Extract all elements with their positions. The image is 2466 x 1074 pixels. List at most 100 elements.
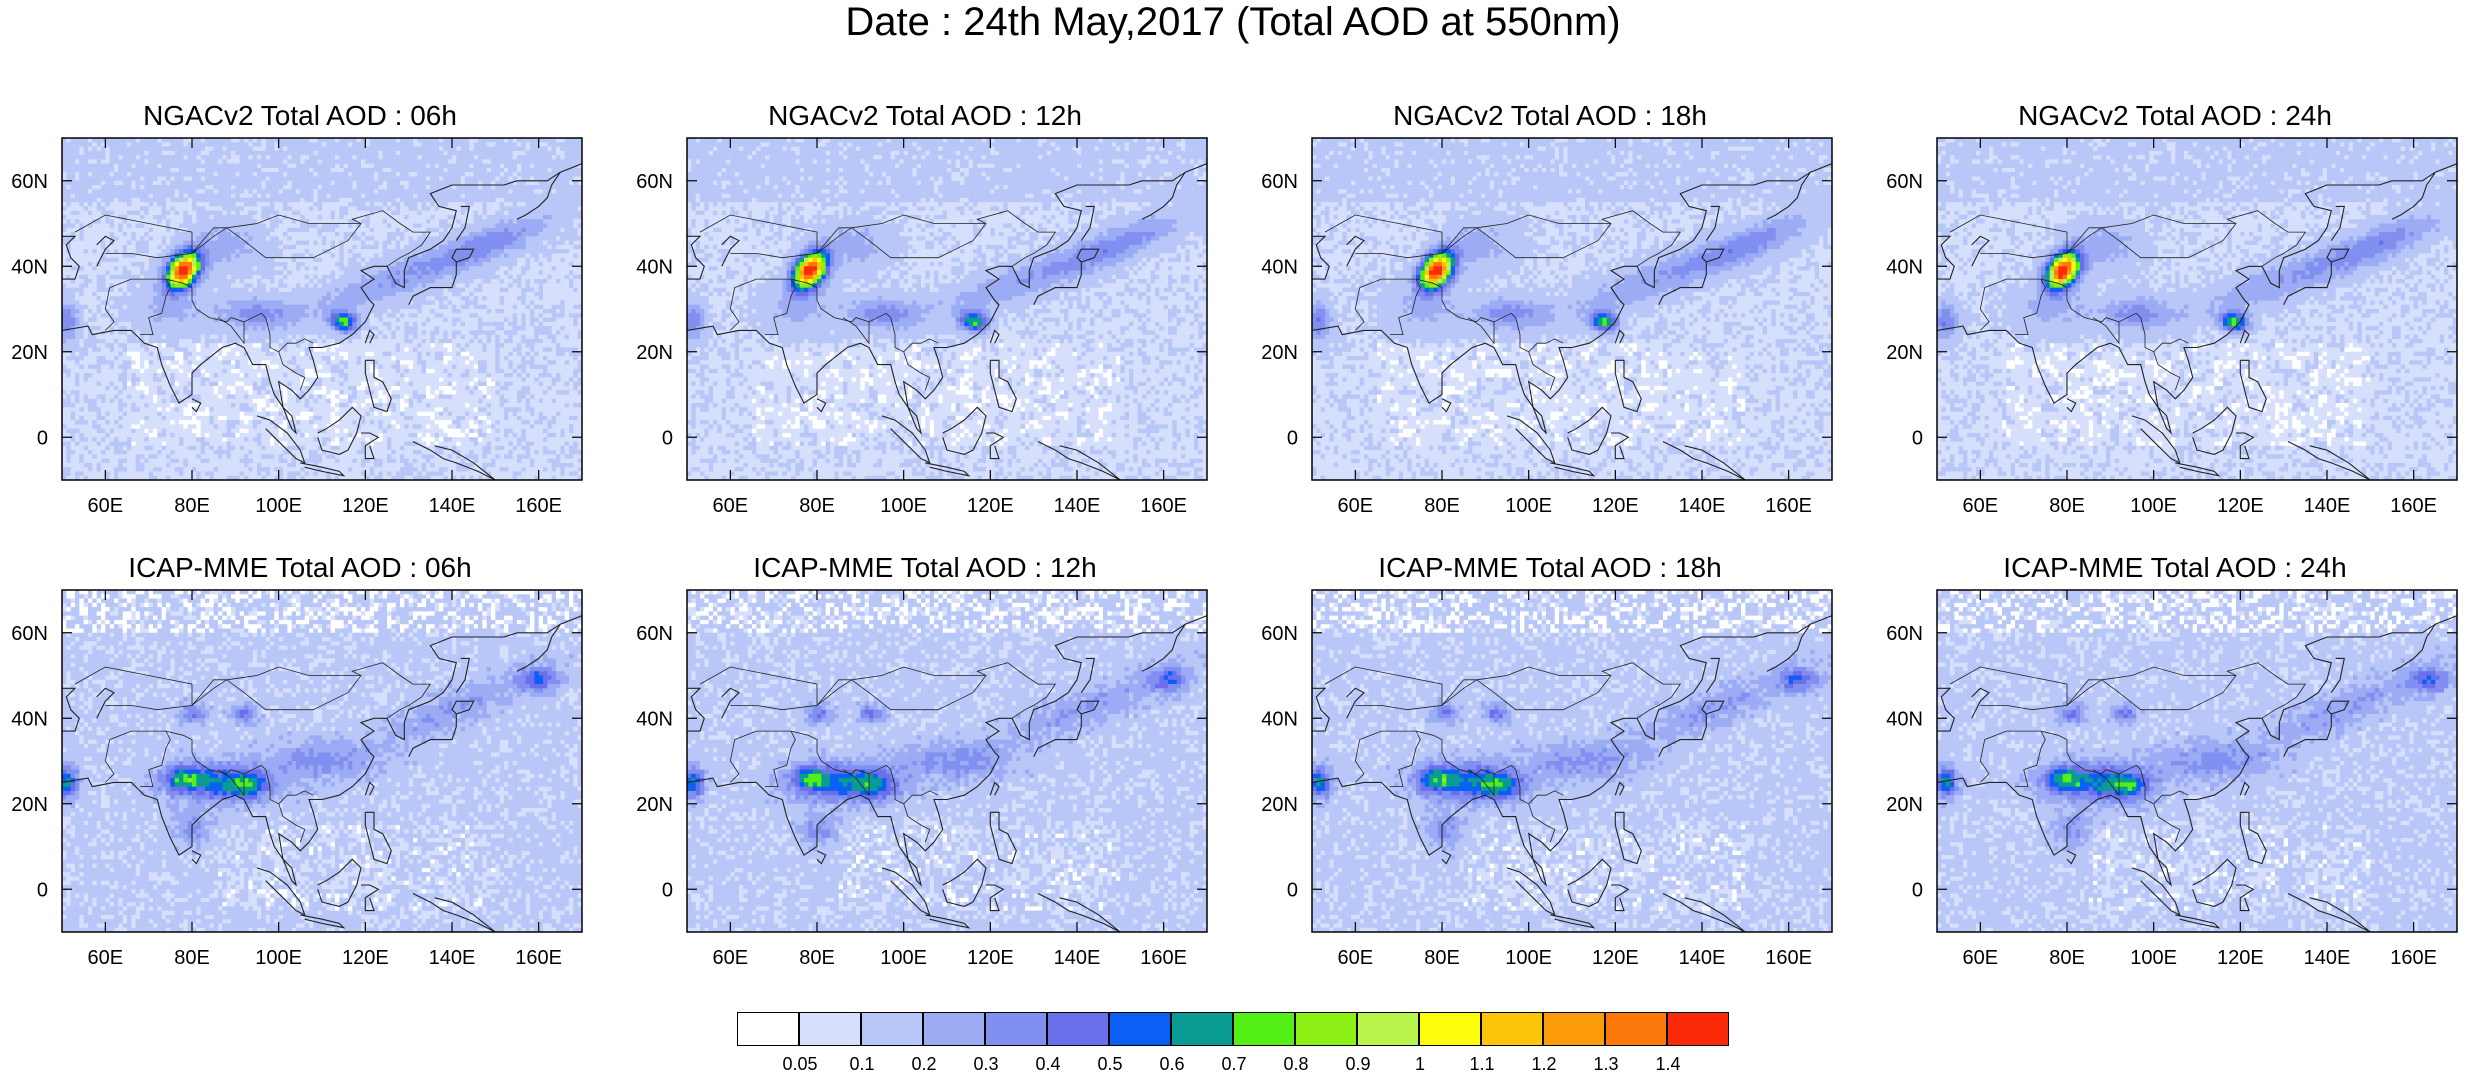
aod-cell-run	[443, 300, 448, 305]
aod-cell-run	[201, 377, 210, 382]
aod-cell-run	[839, 142, 844, 147]
aod-cell-run	[569, 181, 574, 186]
aod-cell-run	[114, 347, 123, 352]
aod-cell-run	[88, 352, 119, 357]
aod-cell-run	[1021, 266, 1043, 271]
aod-cell-run	[383, 202, 388, 207]
aod-cell-run	[826, 198, 831, 203]
aod-cell-run	[339, 292, 396, 297]
aod-cell-run	[930, 215, 935, 220]
aod-cell-run	[556, 245, 574, 250]
aod-cell-run	[547, 386, 552, 391]
aod-cell-run	[722, 172, 735, 177]
aod-cell-run	[873, 215, 882, 220]
aod-cell-run	[969, 206, 974, 211]
aod-cell-run	[383, 459, 388, 464]
aod-cell-run	[309, 241, 314, 246]
aod-cell-run	[318, 365, 323, 370]
aod-cell-run	[396, 360, 401, 365]
aod-cell-run	[283, 399, 288, 404]
aod-cell-run	[296, 258, 314, 263]
aod-cell-run	[283, 471, 288, 476]
aod-cell-run	[88, 365, 101, 370]
aod-cell-run	[118, 459, 127, 464]
aod-cell-run	[253, 305, 262, 310]
aod-cell-run	[396, 151, 401, 156]
aod-cell-run	[218, 159, 223, 164]
aod-cell-run	[270, 318, 275, 323]
aod-cell-run	[140, 369, 145, 374]
aod-cell-run	[257, 155, 262, 160]
aod-cell-run	[547, 369, 573, 374]
aod-cell-run	[461, 335, 466, 340]
aod-cell-run	[443, 318, 448, 323]
aod-cell-run	[196, 262, 201, 267]
aod-cell-run	[761, 147, 783, 152]
aod-cell-run	[62, 318, 75, 323]
aod-cell-run	[235, 253, 240, 258]
aod-cell-run	[487, 202, 500, 207]
aod-cell-run	[357, 313, 362, 318]
aod-cell-run	[309, 266, 314, 271]
aod-cell-run	[404, 313, 409, 318]
aod-cell-run	[1103, 258, 1125, 263]
aod-cell-run	[860, 206, 869, 211]
aod-cell-run	[465, 412, 470, 417]
aod-cell-run	[235, 360, 240, 365]
aod-cell-run	[331, 373, 340, 378]
aod-cell-run	[565, 382, 570, 387]
aod-cell-run	[443, 330, 448, 335]
aod-cell-run	[517, 343, 522, 348]
aod-cell-run	[504, 202, 513, 207]
aod-cell-run	[830, 253, 835, 258]
aod-cell-run	[127, 288, 153, 293]
aod-cell-run	[287, 283, 296, 288]
aod-cell-run	[383, 241, 392, 246]
aod-cell-run	[1055, 142, 1112, 147]
aod-cell-run	[417, 335, 430, 340]
aod-cell-run	[201, 399, 253, 404]
aod-cell-run	[735, 258, 740, 263]
aod-cell-run	[495, 352, 500, 357]
aod-cell-run	[895, 164, 900, 169]
aod-cell-run	[235, 433, 240, 438]
aod-cell-run	[491, 185, 496, 190]
aod-cell-run	[84, 151, 106, 156]
aod-cell-run	[218, 390, 231, 395]
aod-cell-run	[391, 446, 400, 451]
aod-cell-run	[348, 202, 366, 207]
aod-cell-run	[722, 194, 731, 199]
aod-cell-run	[517, 232, 522, 237]
aod-cell-run	[326, 454, 335, 459]
aod-cell-run	[97, 343, 106, 348]
aod-cell-run	[105, 356, 114, 361]
aod-cell-run	[396, 198, 401, 203]
aod-cell-run	[136, 386, 149, 391]
aod-cell-run	[830, 262, 835, 267]
aod-cell-run	[313, 424, 318, 429]
aod-cell-run	[166, 202, 192, 207]
aod-cell-run	[508, 318, 513, 323]
aod-cell-run	[761, 241, 766, 246]
aod-cell-run	[287, 386, 305, 391]
aod-cell-run	[1190, 266, 1203, 271]
aod-cell-run	[478, 283, 483, 288]
aod-cell-run	[97, 305, 102, 310]
aod-cell-run	[201, 382, 206, 387]
aod-cell-run	[938, 271, 951, 276]
aod-cell-run	[71, 399, 76, 404]
aod-cell-run	[938, 185, 995, 190]
aod-cell-run	[62, 211, 71, 216]
aod-cell-run	[478, 318, 483, 323]
aod-cell-run	[990, 151, 999, 156]
aod-cell-run	[97, 437, 102, 442]
aod-cell-run	[521, 373, 526, 378]
aod-cell-run	[209, 446, 214, 451]
aod-cell-run	[183, 442, 201, 447]
aod-cell-run	[761, 232, 774, 237]
aod-cell-run	[435, 463, 457, 468]
aod-cell-run	[188, 347, 197, 352]
aod-cell-run	[1034, 271, 1043, 276]
aod-cell-run	[500, 360, 509, 365]
aod-cell-run	[227, 424, 236, 429]
